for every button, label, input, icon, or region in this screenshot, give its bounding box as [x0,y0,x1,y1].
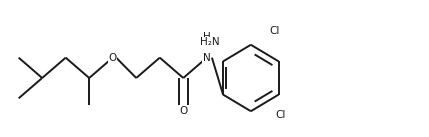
Text: O: O [109,53,117,63]
Text: Cl: Cl [275,110,286,120]
Text: H₂N: H₂N [200,37,220,47]
Text: Cl: Cl [269,26,280,36]
Text: H: H [203,32,211,42]
Text: O: O [179,105,187,115]
Text: N: N [203,53,211,63]
